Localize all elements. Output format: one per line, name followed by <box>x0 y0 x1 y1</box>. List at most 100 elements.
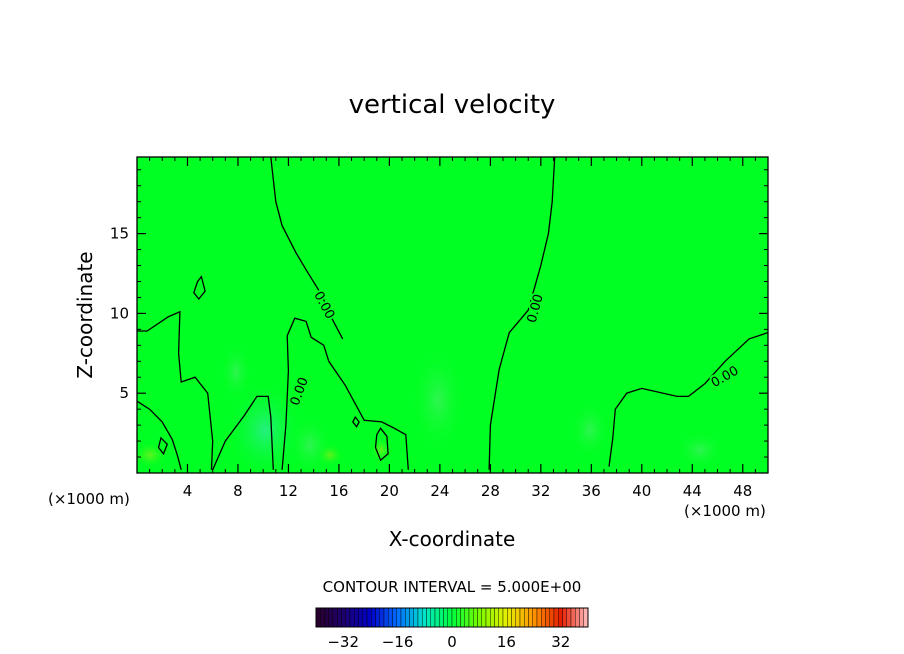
x-axis-label: X-coordinate <box>389 527 516 551</box>
x-tick-label: 24 <box>430 482 449 500</box>
colorbar-cell <box>549 607 555 628</box>
colorbar-cell <box>553 607 559 628</box>
colorbar-cell <box>494 607 499 628</box>
colorbar-cell <box>566 607 572 628</box>
colorbar-cell <box>426 607 431 628</box>
colorbar-cell <box>524 607 529 628</box>
colorbar-cell <box>337 607 342 628</box>
colorbar-cell <box>315 607 321 628</box>
colorbar-cell <box>439 607 444 628</box>
colorbar-labels: −32 −16 0 16 32 <box>327 633 570 651</box>
shade-blob <box>225 380 305 473</box>
colorbar-cell <box>468 607 474 628</box>
shade-blob <box>570 400 610 460</box>
colorbar-tick-label: 16 <box>497 633 516 651</box>
colorbar-cell <box>481 607 487 628</box>
colorbar-tick-label: 0 <box>447 633 457 651</box>
x-tick-label: 40 <box>632 482 651 500</box>
zero-contour <box>270 157 344 340</box>
colorbar-cell <box>473 607 478 628</box>
contour-lines <box>137 157 768 471</box>
shade-blob <box>675 430 725 470</box>
colorbar-cell <box>477 607 482 628</box>
colorbar-cell <box>379 607 385 628</box>
colorbar-cell <box>362 607 368 628</box>
closed-contour <box>193 275 206 301</box>
y-tick-labels: 5 10 15 <box>110 225 129 403</box>
axis-ticks <box>137 157 768 473</box>
colorbar-cell <box>536 607 542 628</box>
colorbar-cell <box>413 607 419 628</box>
colorbar-cell <box>515 607 521 628</box>
colorbar-cell <box>570 607 576 628</box>
y-tick-label: 5 <box>119 384 129 402</box>
chart-title: vertical velocity <box>349 90 556 120</box>
shade-blob <box>316 443 344 467</box>
colorbar-cell <box>383 607 389 628</box>
colorbar-cell <box>545 607 550 628</box>
zero-contour <box>212 395 274 471</box>
colorbar-cell <box>371 607 376 628</box>
colorbar-frame <box>315 607 589 628</box>
colorbar-cell <box>345 607 351 628</box>
colorbar-cell <box>409 607 414 628</box>
colorbar-cell <box>447 607 453 628</box>
colorbar-cell <box>579 607 584 628</box>
colorbar-cell <box>332 607 338 628</box>
closed-contour <box>352 415 360 428</box>
colorbar-cell <box>519 607 525 628</box>
colorbar-cell <box>532 607 538 628</box>
colorbar-cell <box>485 607 491 628</box>
x-tick-label: 44 <box>683 482 702 500</box>
colorbar-cell <box>498 607 504 628</box>
colorbar-cell <box>430 607 436 628</box>
y-axis-label: Z-coordinate <box>73 251 97 378</box>
shade-blob <box>137 441 168 469</box>
colorbar-cell <box>507 607 512 628</box>
x-tick-label: 8 <box>233 482 243 500</box>
x-tick-label: 48 <box>733 482 752 500</box>
x-unit-label-left: (×1000 m) <box>48 490 130 508</box>
colorbar-cell <box>400 607 406 628</box>
colorbar-cell <box>456 607 461 628</box>
x-tick-label: 12 <box>279 482 298 500</box>
y-tick-label: 10 <box>110 304 129 322</box>
colorbar-cell <box>575 607 580 628</box>
colorbar-cell <box>562 607 567 628</box>
closed-contour <box>157 436 169 456</box>
colorbar-cell <box>366 607 372 628</box>
colorbar-cell <box>358 607 363 628</box>
zero-contour <box>137 400 182 470</box>
colorbar-cell <box>354 607 359 628</box>
colorbar-cell <box>502 607 508 628</box>
colorbar-cell <box>422 607 427 628</box>
colorbar-cells <box>315 607 589 628</box>
plot-area: 0.000.000.000.00 <box>136 156 769 474</box>
x-tick-label: 16 <box>329 482 348 500</box>
x-tick-label: 28 <box>481 482 500 500</box>
colorbar-cell <box>558 607 563 628</box>
colorbar-tick-label: −32 <box>327 633 359 651</box>
colorbar-cell <box>388 607 393 628</box>
colorbar-cell <box>324 607 329 628</box>
colorbar-cell <box>511 607 516 628</box>
colorbar-cell <box>434 607 440 628</box>
zero-contour <box>281 317 409 470</box>
colorbar-cell <box>405 607 410 628</box>
colorbar-cell <box>392 607 397 628</box>
colorbar-cell <box>328 607 334 628</box>
x-tick-label: 4 <box>183 482 193 500</box>
zero-contour <box>488 157 556 470</box>
x-tick-labels: 4 8 12 16 20 24 28 32 36 40 44 48 <box>183 482 753 500</box>
x-tick-label: 20 <box>380 482 399 500</box>
zero-contour <box>137 310 214 470</box>
closed-contour <box>374 427 389 462</box>
colorbar-cell <box>528 607 533 628</box>
colorbar-cell <box>396 607 402 628</box>
colorbar-cell <box>541 607 546 628</box>
y-tick-label: 15 <box>110 225 129 243</box>
x-tick-label: 36 <box>582 482 601 500</box>
shade-blob <box>410 345 466 455</box>
colorbar-tick-label: 32 <box>551 633 570 651</box>
